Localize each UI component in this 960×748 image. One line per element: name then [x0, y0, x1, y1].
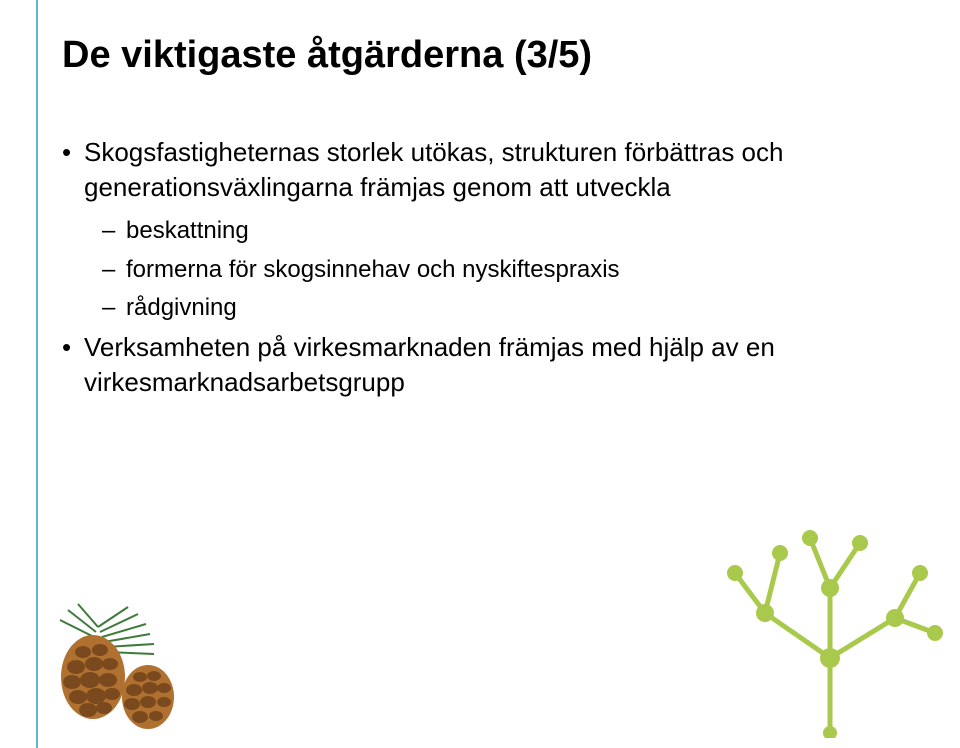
bullet-text: formerna för skogsinnehav och nyskiftesp…: [126, 254, 882, 286]
slide: De viktigaste åtgärderna (3/5) • Skogsfa…: [0, 0, 960, 748]
bullet-item: – rådgivning: [102, 292, 882, 324]
bullet-text: Skogsfastigheternas storlek utökas, stru…: [84, 135, 882, 205]
bullet-marker: –: [102, 292, 126, 324]
bullet-item: – formerna för skogsinnehav och nyskifte…: [102, 254, 882, 286]
bullet-item: – beskattning: [102, 215, 882, 247]
bullet-text: beskattning: [126, 215, 882, 247]
branch-graphic-icon: [710, 518, 950, 738]
bullet-text: Verksamheten på virkesmarknaden främjas …: [84, 330, 882, 400]
bullet-marker: •: [62, 330, 84, 400]
bullet-item: • Verksamheten på virkesmarknaden främja…: [62, 330, 882, 400]
pine-cones-icon: [38, 602, 208, 732]
slide-title: De viktigaste åtgärderna (3/5): [62, 34, 592, 77]
bullet-marker: •: [62, 135, 84, 205]
bullet-marker: –: [102, 215, 126, 247]
bullet-text: rådgivning: [126, 292, 882, 324]
bullet-item: • Skogsfastigheternas storlek utökas, st…: [62, 135, 882, 205]
slide-body: • Skogsfastigheternas storlek utökas, st…: [62, 135, 882, 411]
bullet-marker: –: [102, 254, 126, 286]
